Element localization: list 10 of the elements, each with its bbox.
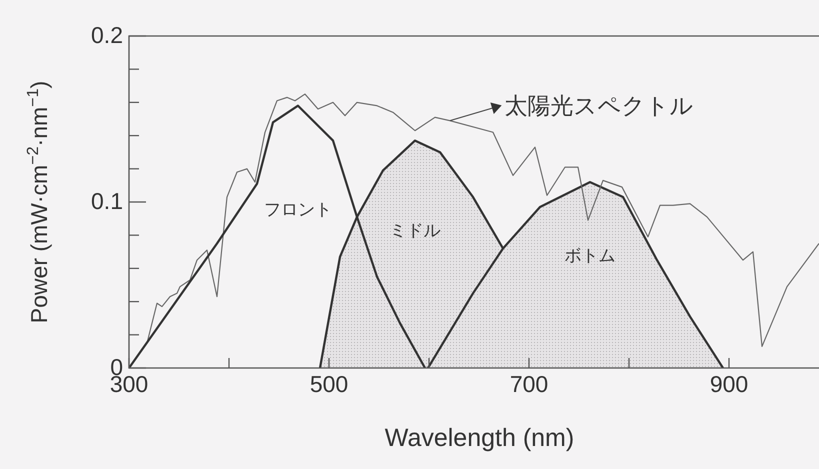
series-label: フロント xyxy=(264,200,332,220)
x-tick-label: 900 xyxy=(710,371,748,397)
y-tick-label: 0.2 xyxy=(91,22,123,48)
y-tick-label: 0.1 xyxy=(91,188,123,214)
series-label: ボトム xyxy=(564,246,616,265)
x-tick-label: 700 xyxy=(510,371,548,397)
series-label: ミドル xyxy=(390,221,440,240)
x-tick-label: 500 xyxy=(310,371,348,397)
annotation: 太陽光スペクトル xyxy=(504,92,694,118)
x-axis-title: Wavelength (nm) xyxy=(384,424,574,452)
